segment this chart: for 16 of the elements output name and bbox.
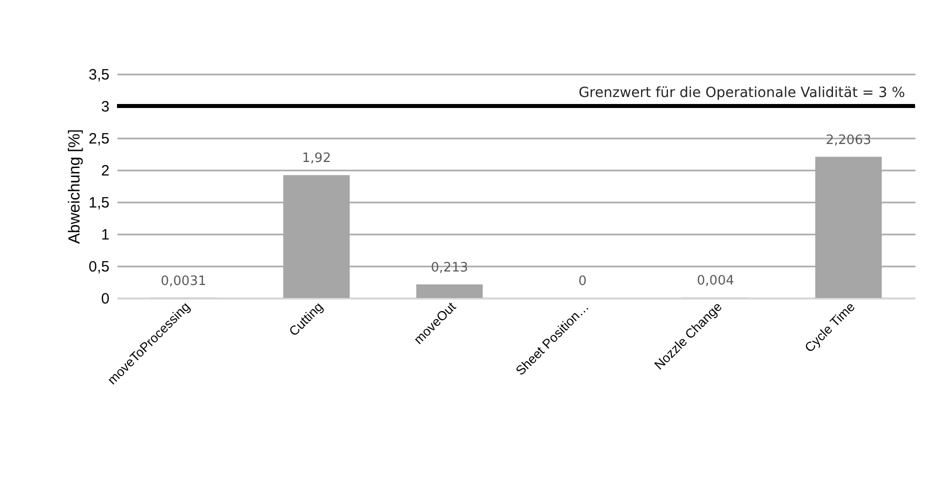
y-tick-label: 3,5 bbox=[88, 66, 110, 84]
data-label: 0,0031 bbox=[160, 274, 206, 289]
y-tick-label: 0,5 bbox=[88, 258, 110, 276]
data-label: 0,004 bbox=[696, 274, 734, 289]
y-tick-label: 1 bbox=[101, 226, 110, 244]
data-label: 2,2063 bbox=[826, 132, 872, 148]
data-label: 0,213 bbox=[430, 260, 468, 276]
y-tick-label: 3 bbox=[101, 98, 110, 116]
ref-line-label: Grenzwert für die Operationale Validität = 3 % bbox=[578, 85, 905, 101]
y-tick-label: 1,5 bbox=[88, 194, 110, 212]
data-label: 1,92 bbox=[302, 151, 331, 166]
y-tick-label: 0 bbox=[101, 290, 110, 308]
data-label: 0 bbox=[578, 274, 587, 289]
y-axis-title: Abweichung [%] bbox=[66, 129, 84, 244]
y-tick-label: 2,5 bbox=[88, 130, 110, 148]
y-tick-label: 2 bbox=[101, 162, 110, 180]
